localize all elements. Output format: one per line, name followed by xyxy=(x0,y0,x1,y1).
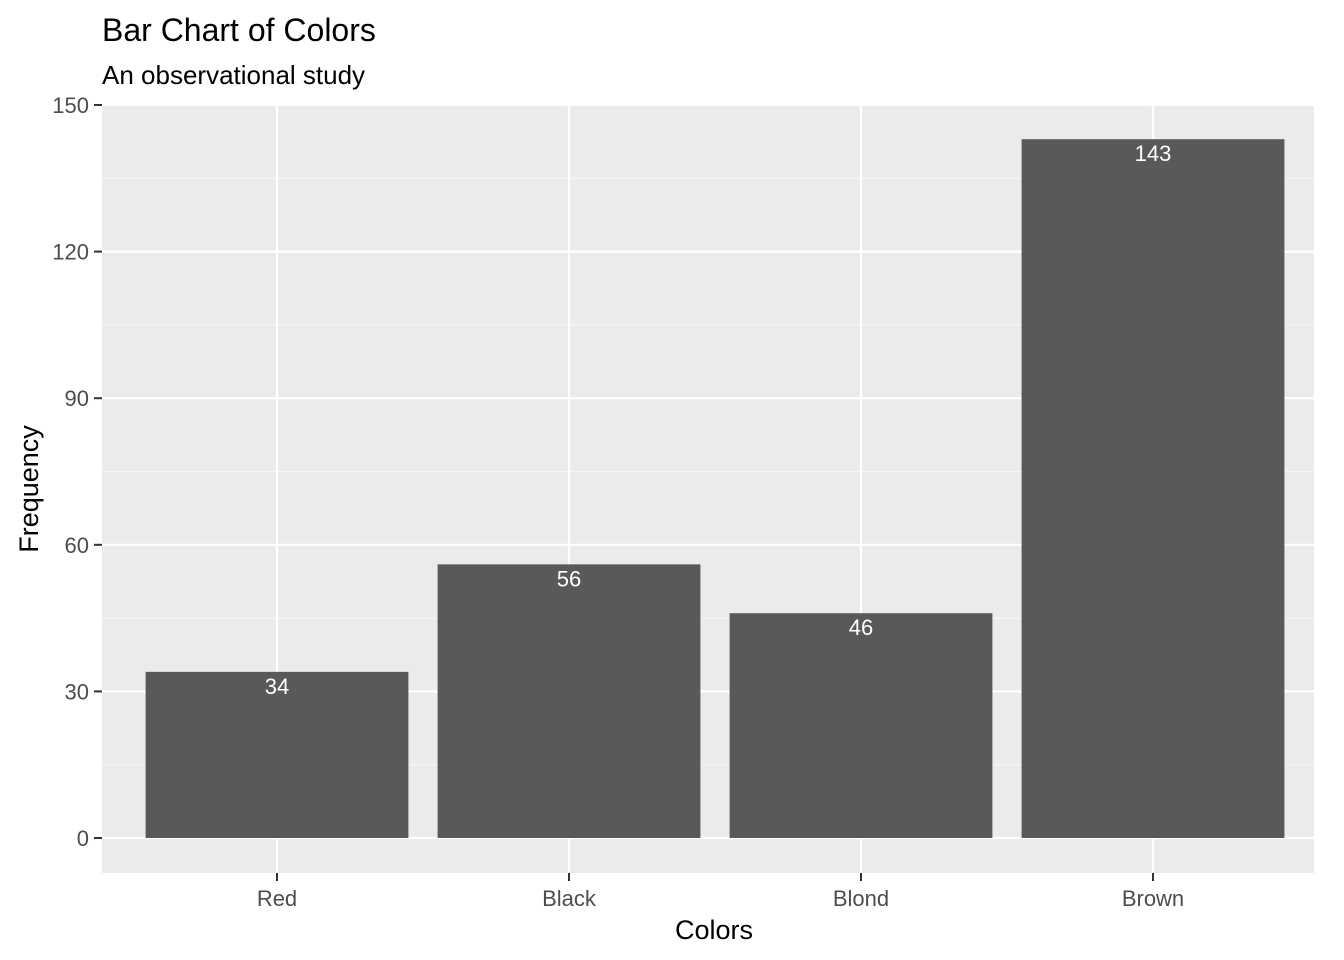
x-tick-label-black: Black xyxy=(542,886,597,911)
x-tick-label-red: Red xyxy=(257,886,297,911)
data-labels: 34 56 46 143 xyxy=(265,141,1172,699)
data-label-blond: 46 xyxy=(849,615,873,640)
bar-blond xyxy=(729,613,993,838)
chart-subtitle: An observational study xyxy=(102,60,365,90)
y-tick-label: 60 xyxy=(65,533,89,558)
y-axis: 0 30 60 90 120 150 xyxy=(52,93,102,851)
y-tick-label: 150 xyxy=(52,93,89,118)
bars xyxy=(145,139,1285,838)
y-tick-label: 0 xyxy=(77,826,89,851)
x-tick-label-blond: Blond xyxy=(833,886,889,911)
data-label-brown: 143 xyxy=(1135,141,1172,166)
bar-red xyxy=(145,671,409,838)
y-axis-title: Frequency xyxy=(14,425,44,553)
data-label-red: 34 xyxy=(265,674,289,699)
x-axis: Red Black Blond Brown xyxy=(257,873,1184,911)
bar-black xyxy=(437,564,701,838)
x-axis-title: Colors xyxy=(675,915,753,945)
chart-title: Bar Chart of Colors xyxy=(102,12,376,48)
y-tick-label: 90 xyxy=(65,386,89,411)
data-label-black: 56 xyxy=(557,566,581,591)
y-tick-label: 120 xyxy=(52,240,89,265)
bar-brown xyxy=(1021,139,1285,838)
x-tick-label-brown: Brown xyxy=(1122,886,1184,911)
y-tick-label: 30 xyxy=(65,679,89,704)
